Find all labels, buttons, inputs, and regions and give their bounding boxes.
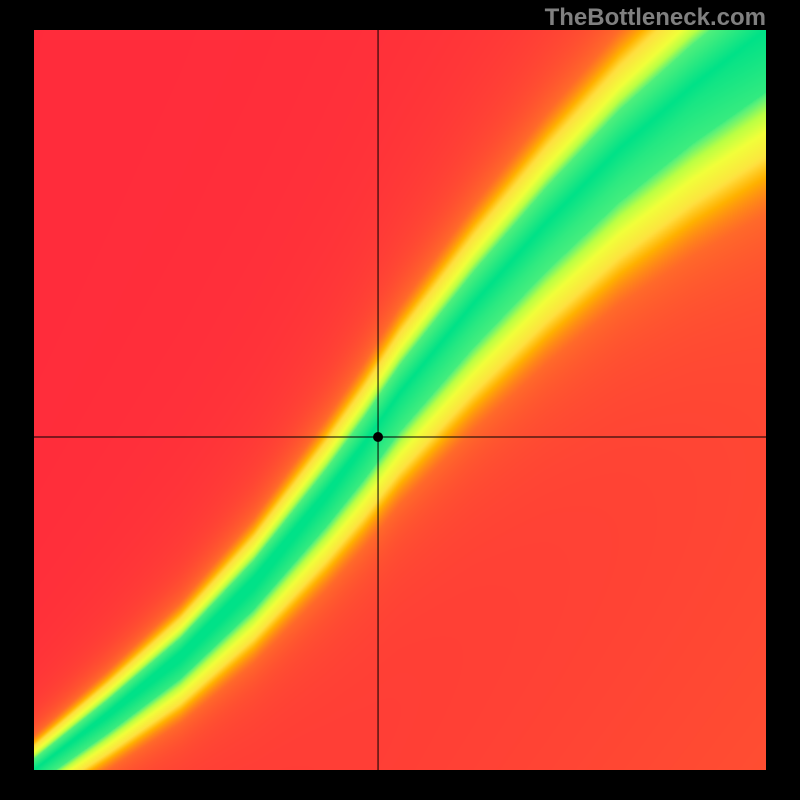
- watermark-text: TheBottleneck.com: [545, 4, 766, 32]
- chart-container: TheBottleneck.com: [0, 0, 800, 800]
- bottleneck-heatmap: [34, 30, 766, 770]
